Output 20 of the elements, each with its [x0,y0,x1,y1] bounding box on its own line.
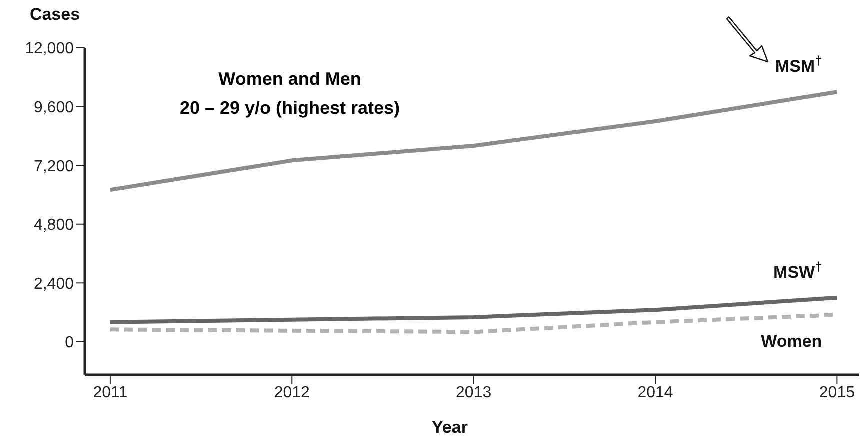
annotation: 20 – 29 y/o (highest rates) [180,98,400,118]
series-label: MSM$^{†}$ [775,52,822,76]
x-tick-label: 2015 [819,384,856,402]
y-tick-label: 2,400 [34,276,74,293]
x-tick-label: 2011 [93,384,128,402]
annotation: Women and Men [218,69,362,89]
x-tick-label: 2012 [274,384,310,402]
x-axis-title: Year [432,418,468,437]
series-label: MSW$^{†}$ [774,258,822,282]
y-tick-label: 0 [65,334,74,352]
y-tick-label: 12,000 [25,40,74,58]
x-tick-label: 2013 [456,384,492,402]
line-series [108,90,840,192]
series-label: Women [761,332,822,351]
y-axis-title: Cases [30,5,80,24]
line-series [108,296,840,324]
y-tick-label: 4,800 [34,217,74,234]
y-tick-label: 7,200 [34,158,74,176]
x-tick-label: 2014 [638,384,674,402]
y-tick-label: 9,600 [34,99,74,116]
